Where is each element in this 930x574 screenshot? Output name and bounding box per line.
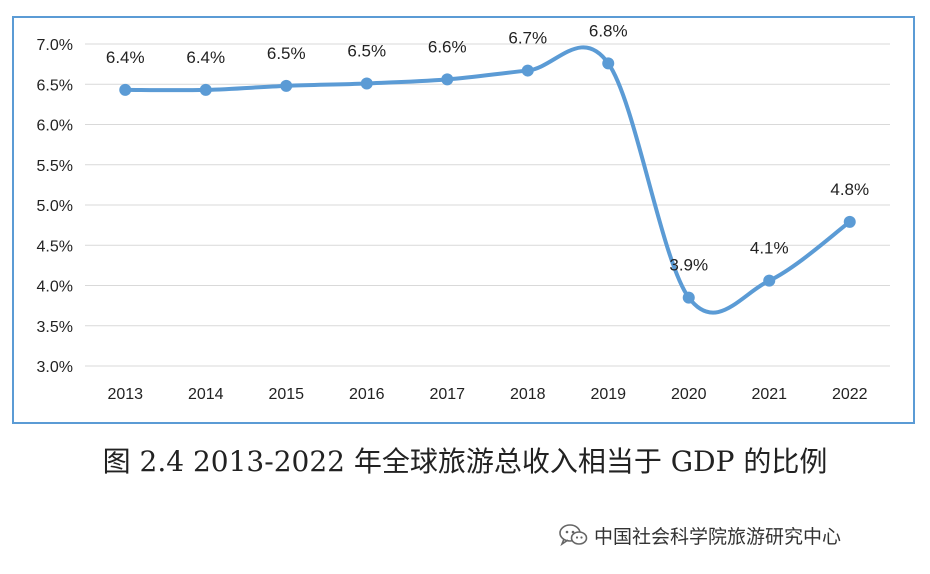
x-tick-label: 2013: [107, 386, 143, 403]
series-line: [123, 45, 852, 315]
data-label: 6.6%: [428, 37, 467, 56]
y-tick-label: 3.0%: [37, 359, 73, 376]
data-label: 6.4%: [106, 48, 145, 67]
data-label: 6.7%: [508, 29, 547, 48]
data-point: [763, 274, 776, 287]
y-tick-label: 6.0%: [37, 118, 73, 135]
data-point: [843, 215, 856, 228]
data-label: 4.8%: [830, 180, 869, 199]
y-tick-label: 3.5%: [37, 319, 73, 336]
data-point: [602, 57, 615, 70]
watermark: 中国社会科学院旅游研究中心: [558, 520, 841, 550]
data-point: [199, 83, 212, 96]
y-tick-label: 4.0%: [37, 279, 73, 296]
data-label: 6.8%: [589, 21, 628, 40]
chart-frame: [12, 16, 915, 424]
data-label: 3.9%: [669, 256, 708, 275]
x-tick-label: 2017: [429, 386, 465, 403]
line-chart: 3.0% 3.5% 4.0% 4.5% 5.0% 5.5% 6.0% 6.5% 7.0% 2013…: [37, 21, 890, 403]
data-label: 6.5%: [267, 44, 306, 63]
y-tick-label: 5.0%: [37, 198, 73, 215]
x-tick-label: 2014: [188, 386, 224, 403]
data-point: [441, 73, 454, 86]
x-tick-label: 2016: [349, 386, 385, 403]
x-tick-label: 2020: [671, 386, 707, 403]
y-tick-label: 7.0%: [37, 37, 73, 54]
data-point: [119, 83, 132, 96]
figure-caption: 图 2.4 2013-2022 年全球旅游总收入相当于 GDP 的比例: [102, 445, 828, 478]
x-tick-label: 2015: [268, 386, 304, 403]
y-tick-label: 5.5%: [37, 158, 73, 175]
y-tick-label: 4.5%: [37, 238, 73, 255]
data-point: [360, 77, 373, 90]
x-tick-label: 2018: [510, 386, 546, 403]
y-tick-label: 6.5%: [37, 77, 73, 94]
wechat-icon: [559, 524, 588, 547]
watermark-text: 中国社会科学院旅游研究中心: [594, 525, 842, 548]
data-label: 6.5%: [347, 41, 386, 60]
data-point: [521, 64, 534, 77]
data-label: 4.1%: [750, 239, 789, 258]
data-label: 6.4%: [186, 48, 225, 67]
x-tick-label: 2021: [751, 386, 787, 403]
data-point: [280, 79, 293, 92]
data-point: [682, 291, 695, 304]
x-tick-label: 2019: [590, 386, 626, 403]
x-tick-label: 2022: [832, 386, 868, 403]
